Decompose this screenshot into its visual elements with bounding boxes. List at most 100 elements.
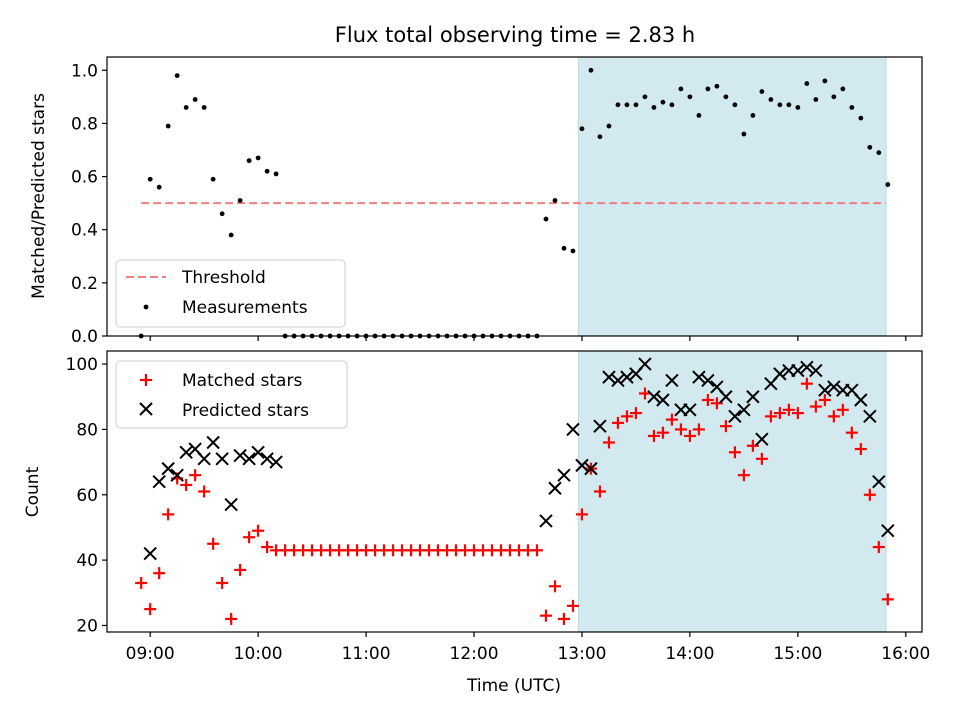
predicted-cross-stroke-b — [755, 432, 769, 446]
predicted-cross-stroke-b — [548, 481, 562, 495]
predicted-stars-point-1245 — [548, 481, 562, 495]
matched-stars-point-1545 — [872, 541, 885, 554]
predicted-cross-stroke-b — [800, 360, 814, 375]
top-y-tick-label: 0.4 — [71, 221, 98, 241]
predicted-cross-stroke-b — [791, 363, 805, 378]
x-tick-label: 16:00 — [881, 644, 930, 664]
bottom-y-axis-ticks: 20 40 60 80 100 — [66, 355, 107, 636]
top-axes-frame — [106, 56, 923, 337]
predicted-stars-point-1535 — [854, 393, 868, 407]
predicted-stars-legend-swatch — [139, 402, 153, 416]
predicted-stars-point-1410 — [701, 373, 715, 388]
predicted-stars-point-1325 — [620, 370, 634, 384]
measurement-point-1520 — [831, 94, 837, 100]
predicted-stars-point-1405 — [692, 370, 706, 384]
bottom-legend-box — [115, 360, 348, 429]
bottom-x-axis-ticks: 09:00 10:00 11:00 12:00 13:00 14:00 15:00 16:00 — [126, 632, 930, 664]
predicted-cross-stroke-b — [206, 435, 220, 450]
predicted-stars-point-1250 — [557, 468, 571, 482]
x-tick-label: 09:00 — [126, 644, 175, 664]
x-tick-label: 10:00 — [234, 644, 283, 664]
matched-stars-legend-swatch — [140, 374, 152, 386]
predicted-stars-point-0940 — [215, 452, 229, 466]
predicted-stars-point-1430 — [737, 403, 751, 417]
matched-stars-point-1340 — [647, 429, 660, 442]
bottom-y-tick-label: 80 — [76, 420, 98, 440]
x-tick-label: 12:00 — [450, 644, 499, 664]
predicted-cross-stroke-b — [647, 390, 661, 404]
bottom-legend: Matched stars Predicted stars — [115, 360, 348, 429]
observing-window-shade — [577, 56, 887, 337]
matched-stars-point-1250 — [557, 612, 570, 625]
measurement-point-0925 — [192, 97, 198, 102]
matched-stars-point-1415 — [710, 397, 723, 410]
predicted-cross-stroke-b — [575, 458, 589, 473]
measurement-point-1000 — [255, 155, 261, 161]
predicted-cross-stroke-b — [557, 468, 571, 482]
matched-stars-point-1530 — [845, 426, 858, 439]
predicted-stars-point-1505 — [800, 360, 814, 375]
predicted-stars-point-1450 — [773, 367, 787, 381]
predicted-cross-stroke-b — [593, 419, 607, 433]
matched-stars-point-1325 — [620, 410, 633, 423]
measurement-point-1255 — [570, 248, 576, 254]
matched-stars-point-1550 — [881, 593, 894, 606]
predicted-stars-point-1320 — [611, 373, 625, 388]
predicted-stars-point-0945 — [224, 497, 238, 512]
predicted-cross-stroke-b — [692, 370, 706, 384]
matched-stars-point-1425 — [728, 446, 741, 459]
matched-stars-point-1410 — [701, 394, 714, 407]
matched-stars-point-1350 — [665, 413, 678, 426]
measurement-point-1455 — [786, 102, 792, 108]
predicted-cross-stroke-b — [701, 373, 715, 388]
measurement-point-1330 — [633, 102, 639, 108]
predicted-stars-point-1425 — [728, 409, 742, 424]
predicted-cross-stroke-b — [161, 461, 175, 476]
matched-stars-point-0955 — [243, 531, 256, 544]
measurement-point-1355 — [678, 86, 684, 92]
measurements-legend-swatch — [143, 304, 149, 310]
threshold-legend-label: Threshold — [181, 268, 266, 288]
predicted-cross-stroke-b — [683, 403, 697, 417]
top-y-axis-label: Matched/Predicted stars — [29, 93, 49, 299]
matched-stars-point-1515 — [818, 394, 831, 407]
matched-stars-point-1310 — [593, 485, 606, 498]
predicted-stars-point-1435 — [746, 390, 760, 404]
top-x-axis-ticks — [149, 336, 907, 341]
measurement-point-1340 — [651, 105, 657, 110]
measurement-point-1250 — [561, 245, 567, 251]
top-shaded-interval-layer — [577, 56, 887, 337]
chart-title: Flux total observing time = 2.83 h — [335, 23, 695, 47]
predicted-stars-point-0915 — [170, 468, 184, 482]
predicted-stars-point-1315 — [602, 370, 616, 384]
predicted-cross-stroke-b — [827, 380, 841, 394]
matched-stars-point-1240 — [539, 609, 552, 622]
matched-stars-point-1500 — [791, 407, 804, 420]
predicted-cross-stroke-b — [566, 422, 580, 437]
matched-stars-point-1510 — [809, 400, 822, 413]
measurement-point-0900 — [147, 176, 153, 182]
measurement-point-1530 — [849, 105, 855, 110]
predicted-cross-stroke-b — [818, 383, 832, 397]
measurement-point-1300 — [579, 126, 585, 132]
predicted-cross-stroke-b — [188, 442, 202, 456]
measurement-point-1505 — [804, 81, 810, 86]
matched-stars-point-1435 — [746, 439, 759, 452]
predicted-cross-stroke-b — [584, 461, 598, 476]
bottom-y-axis-label: Count — [23, 466, 43, 517]
predicted-stars-point-0955 — [242, 452, 256, 466]
predicted-stars-point-0930 — [197, 452, 211, 466]
measurement-point-0935 — [210, 176, 216, 182]
predicted-cross-stroke-b — [737, 403, 751, 417]
predicted-cross-stroke-b — [197, 452, 211, 466]
predicted-cross-stroke-b — [215, 452, 229, 466]
predicted-stars-point-1335 — [638, 357, 652, 371]
predicted-stars-point-1540 — [863, 409, 877, 424]
predicted-stars-point-0950 — [233, 448, 247, 463]
measurement-point-0945 — [228, 232, 234, 238]
top-legend-box — [115, 259, 346, 328]
measurement-point-1245 — [552, 198, 558, 203]
measurement-point-1320 — [615, 102, 621, 108]
bottom-y-tick-label: 60 — [76, 486, 98, 506]
measurement-point-0910 — [165, 123, 171, 129]
